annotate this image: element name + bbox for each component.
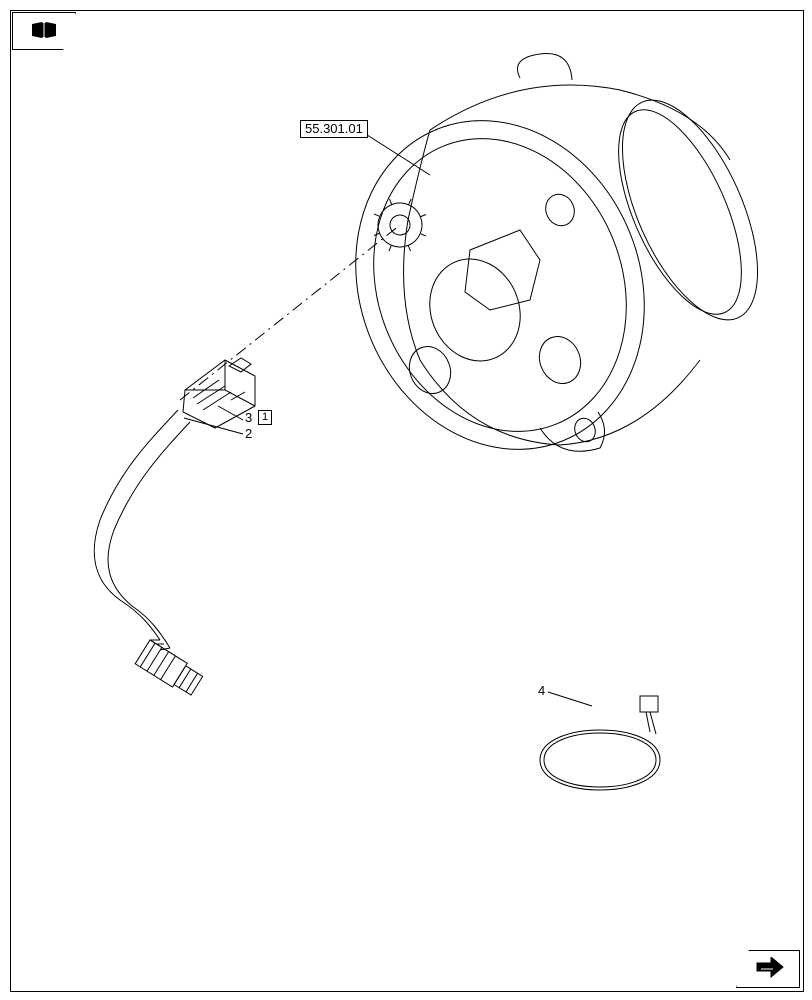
callout-3: 3 xyxy=(245,411,252,424)
callout-2: 2 xyxy=(245,427,252,440)
note-1-text: 1 xyxy=(262,411,268,423)
page: 55.301.01 3 1 2 4 xyxy=(0,0,812,1000)
callout-2-text: 2 xyxy=(245,426,252,441)
leader-2 xyxy=(184,418,243,434)
reference-label-text: 55.301.01 xyxy=(305,121,363,136)
callout-3-text: 3 xyxy=(245,410,252,425)
cable-tie xyxy=(540,696,660,790)
alternator xyxy=(307,54,785,494)
diagram-canvas xyxy=(0,0,812,1000)
leader-4 xyxy=(548,692,592,706)
note-1-box: 1 xyxy=(258,410,272,425)
axis-line xyxy=(180,225,400,400)
callout-4-text: 4 xyxy=(538,683,545,698)
reference-label: 55.301.01 xyxy=(300,120,368,138)
leader-3 xyxy=(218,406,243,420)
wire-harness xyxy=(94,410,204,698)
callout-4: 4 xyxy=(538,684,545,697)
